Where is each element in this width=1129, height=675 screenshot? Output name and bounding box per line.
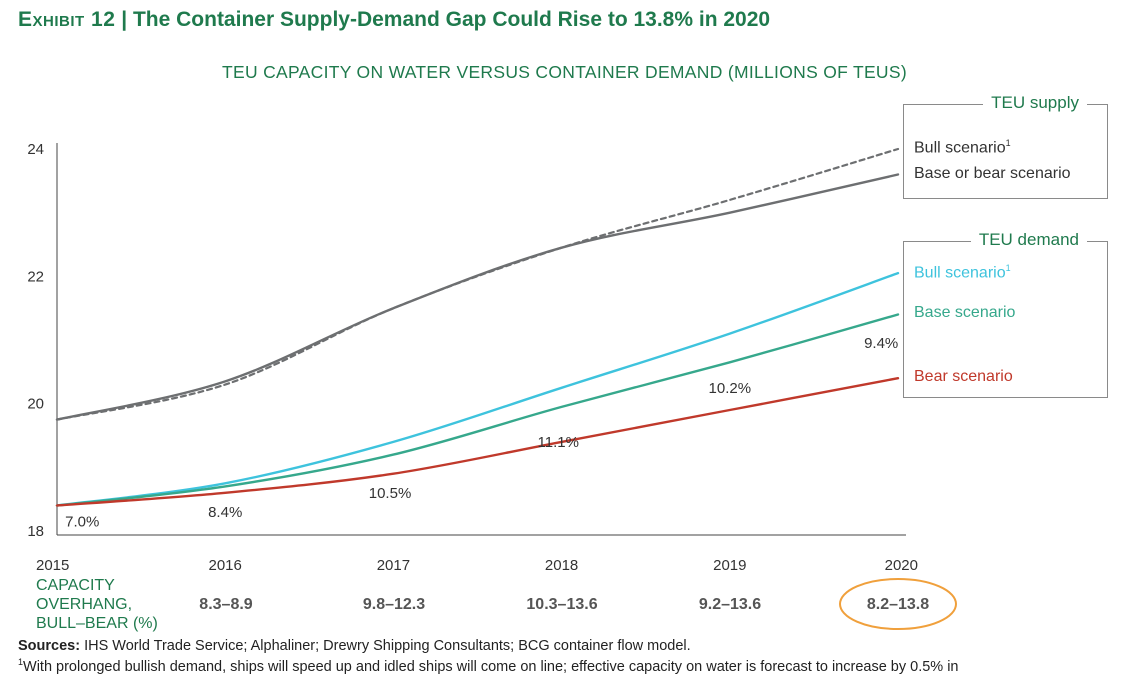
gap-label-5: 10.2%	[709, 380, 752, 397]
overhang-value-2020: 8.2–13.8	[866, 596, 930, 613]
legend-demand-bull-label: Bull scenario	[914, 264, 1006, 282]
y-tick-label-18: 18	[27, 523, 44, 540]
legend-demand-bear: Bear scenario	[914, 368, 1013, 386]
overhang-value-2018: 10.3–13.6	[526, 596, 598, 613]
overhang-value-2017: 9.8–12.3	[362, 596, 426, 613]
legend-demand-base-label: Base scenario	[914, 304, 1016, 321]
footnote-marker: 1	[18, 657, 24, 667]
legend-supply-base-bear-label: Base or bear scenario	[914, 165, 1071, 182]
y-tick-label-20: 20	[27, 396, 44, 413]
legend-supply: TEU supply Bull scenario1 Base or bear s…	[903, 93, 1108, 199]
overhang-value-2019: 9.2–13.6	[698, 596, 762, 613]
overhang-label-line-2: OVERHANG,	[36, 596, 133, 613]
chart-title: TEU CAPACITY ON WATER VERSUS CONTAINER D…	[222, 62, 907, 82]
footnote: 1With prolonged bullish demand, ships wi…	[18, 657, 959, 675]
x-tick-label-2017: 2017	[377, 557, 410, 574]
gap-label-1: 7.0%	[65, 513, 99, 530]
y-tick-label-24: 24	[27, 141, 44, 158]
legend-supply-base-bear: Base or bear scenario	[914, 165, 1071, 183]
gap-label-6: 9.4%	[864, 335, 898, 352]
overhang-value-2016: 8.3–8.9	[199, 596, 253, 613]
demand-base-line	[55, 313, 900, 507]
legend-supply-bull: Bull scenario1	[914, 138, 1011, 157]
exhibit-title: Exhibit 12 | The Container Supply-Demand…	[18, 8, 770, 32]
y-tick-label-22: 22	[27, 268, 44, 285]
footnote-text: With prolonged bullish demand, ships wil…	[23, 658, 959, 675]
gap-label-3: 10.5%	[369, 485, 412, 502]
gap-label-2: 8.4%	[208, 504, 242, 521]
x-tick-label-2015: 2015	[36, 557, 69, 574]
x-tick-label-2016: 2016	[209, 557, 242, 574]
highlight-ellipse	[839, 578, 957, 630]
legend-supply-title: TEU supply	[983, 93, 1087, 113]
supply-bull-line	[55, 147, 900, 421]
demand-bear-line	[55, 377, 900, 507]
exhibit-separator: |	[121, 8, 128, 31]
overhang-label-line-1: CAPACITY	[36, 577, 115, 594]
overhang-label-line-3: BULL–BEAR (%)	[36, 615, 158, 632]
supply-base-bear-line	[55, 173, 900, 421]
legend-demand-bull: Bull scenario1	[914, 263, 1011, 282]
legend-demand-bear-label: Bear scenario	[914, 368, 1013, 385]
exhibit-label: Exhibit 12	[18, 8, 116, 31]
x-tick-label-2020: 2020	[885, 557, 918, 574]
legend-supply-bull-label: Bull scenario	[914, 139, 1006, 157]
demand-bull-line	[55, 271, 900, 507]
legend-demand-bull-footnote-marker: 1	[1005, 263, 1011, 273]
sources-text: IHS World Trade Service; Alphaliner; Dre…	[84, 638, 691, 654]
legend-supply-bull-footnote-marker: 1	[1005, 138, 1011, 148]
legend-demand: TEU demand Bull scenario1 Base scenario …	[903, 230, 1108, 398]
legend-demand-title: TEU demand	[970, 230, 1087, 250]
sources-note: Sources: IHS World Trade Service; Alphal…	[18, 638, 691, 654]
sources-label: Sources:	[18, 638, 81, 654]
x-tick-label-2018: 2018	[545, 557, 578, 574]
gap-label-4: 11.1%	[538, 434, 579, 451]
x-tick-label-2019: 2019	[713, 557, 746, 574]
overhang-label: CAPACITY OVERHANG, BULL–BEAR (%)	[36, 576, 158, 633]
legend-demand-base: Base scenario	[914, 304, 1015, 322]
exhibit-headline: The Container Supply-Demand Gap Could Ri…	[132, 8, 771, 31]
